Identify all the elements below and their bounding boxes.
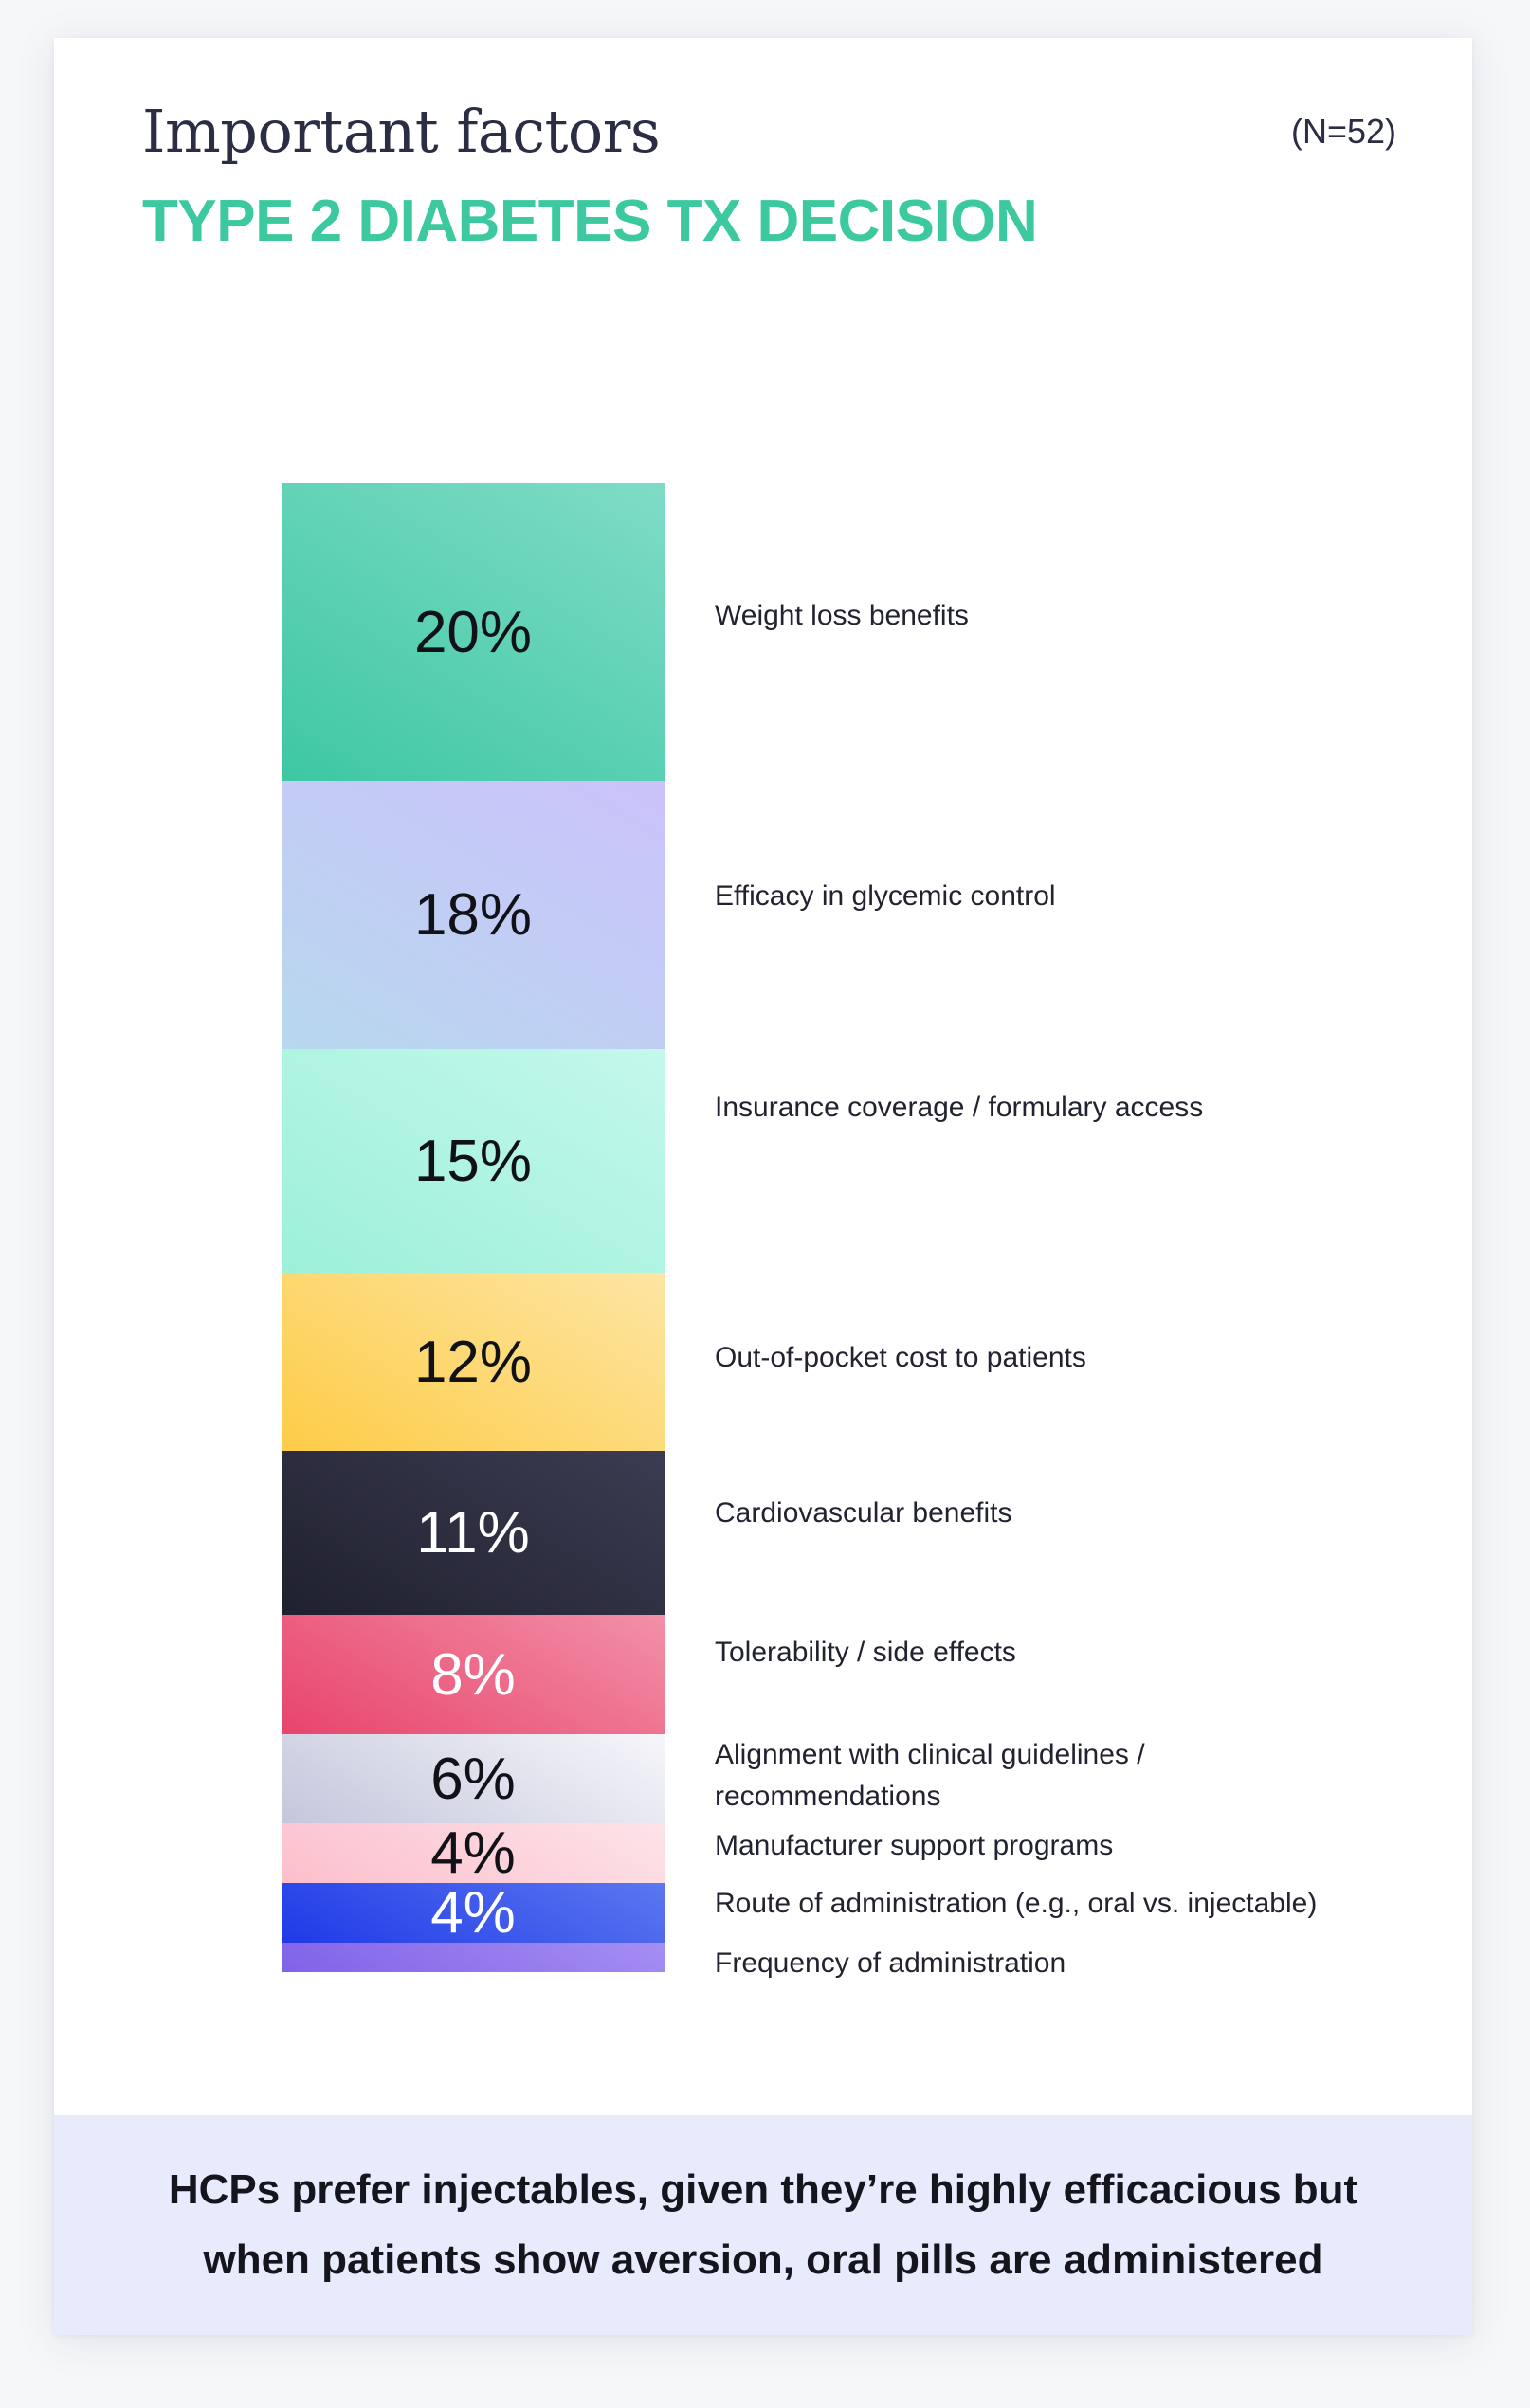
bar-segment-4: 12% xyxy=(282,1273,665,1451)
category-label: Insurance coverage / formulary access xyxy=(715,1092,1204,1123)
footer-text: HCPs prefer injectables, given they’re h… xyxy=(100,2155,1427,2295)
bar-segment-9: 4% xyxy=(282,1883,665,1943)
bar-segment-5: 11% xyxy=(282,1451,665,1615)
category-label: Frequency of administration xyxy=(715,1947,1066,1979)
bar-segment-8: 4% xyxy=(282,1823,665,1883)
bar-value-label: 4% xyxy=(430,1883,516,1943)
bar-value-label: 12% xyxy=(413,1329,533,1395)
category-label: Out-of-pocket cost to patients xyxy=(715,1342,1086,1373)
bar-value-label: 18% xyxy=(413,882,533,948)
bar-value-label: 8% xyxy=(430,1641,516,1708)
bar-value-label: 6% xyxy=(430,1746,516,1812)
bar-segment-1: 20% xyxy=(282,483,665,781)
category-label: Weight loss benefits xyxy=(715,600,969,631)
category-label: Tolerability / side effects xyxy=(715,1637,1016,1668)
stacked-bar-chart: 20% 18% 15% 12% 11% 8% 6% 4% 4% Weight loss benef… xyxy=(54,38,1472,2123)
page-title: Important factors xyxy=(142,97,661,166)
category-label: Efficacy in glycemic control xyxy=(715,880,1056,912)
footer-line-1: HCPs prefer injectables, given they’re h… xyxy=(168,2166,1358,2213)
category-label: Alignment with clinical guidelines / rec… xyxy=(715,1739,1145,1812)
category-label: Manufacturer support programs xyxy=(715,1830,1114,1861)
infographic-card: Important factors TYPE 2 DIABETES TX DEC… xyxy=(54,38,1472,2335)
chart-subtitle: TYPE 2 DIABETES TX DECISION xyxy=(142,189,1038,254)
bar-segment-3: 15% xyxy=(282,1049,665,1273)
category-label: Route of administration (e.g., oral vs. … xyxy=(715,1888,1318,1919)
footer-line-2: when patients show aversion, oral pills … xyxy=(203,2236,1323,2283)
bar-segment-2: 18% xyxy=(282,781,665,1049)
bar-value-label: 15% xyxy=(413,1128,533,1194)
bar-value-label: 4% xyxy=(430,1823,516,1883)
sample-size-label: (N=52) xyxy=(1290,112,1396,151)
bar-value-label: 20% xyxy=(413,599,533,665)
bar-value-label: 11% xyxy=(416,1500,530,1566)
footer-banner: HCPs prefer injectables, given they’re h… xyxy=(54,2115,1472,2335)
bar-segment-10 xyxy=(282,1943,665,1972)
bar-segment-6: 8% xyxy=(282,1615,665,1734)
category-label: Cardiovascular benefits xyxy=(715,1497,1012,1529)
bar-segment-7: 6% xyxy=(282,1734,665,1823)
